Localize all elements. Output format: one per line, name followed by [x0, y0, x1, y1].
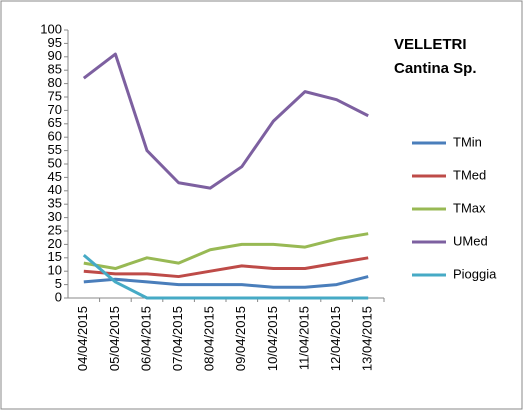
- x-tick-label: 12/04/2015: [328, 306, 343, 371]
- y-tick-label: 55: [48, 142, 62, 157]
- y-tick-label: 60: [48, 129, 62, 144]
- legend-label: TMin: [453, 134, 482, 149]
- legend-label: UMed: [453, 233, 488, 248]
- x-tick-label: 07/04/2015: [170, 306, 185, 371]
- x-tick-label: 06/04/2015: [138, 306, 153, 371]
- y-tick-label: 25: [48, 222, 62, 237]
- series-line: [83, 256, 369, 279]
- y-tick-label: 75: [48, 88, 62, 103]
- y-tick-label: 85: [48, 62, 62, 77]
- chart-subtitle: Cantina Sp.: [394, 60, 477, 77]
- x-tick-label: 11/04/2015: [296, 306, 311, 370]
- y-tick-label: 30: [48, 209, 62, 224]
- y-tick-label: 20: [48, 236, 62, 251]
- series-line: [82, 253, 369, 300]
- legend-label: Pioggia: [453, 266, 497, 281]
- legend-label: TMed: [453, 167, 486, 182]
- y-tick-label: 15: [48, 249, 62, 264]
- chart-title: VELLETRI: [394, 36, 467, 53]
- y-tick-label: 0: [55, 289, 62, 304]
- series-line: [82, 52, 369, 190]
- x-tick-label: 05/04/2015: [107, 306, 122, 371]
- series-line: [83, 232, 369, 271]
- legend-label: TMax: [453, 200, 486, 215]
- y-tick-label: 45: [48, 169, 62, 184]
- y-tick-label: 10: [48, 263, 62, 278]
- x-tick-label: 04/04/2015: [75, 306, 90, 371]
- y-tick-label: 95: [48, 35, 62, 50]
- x-tick-label: 08/04/2015: [202, 306, 217, 371]
- y-tick-label: 70: [48, 102, 62, 117]
- series-line: [83, 275, 369, 289]
- y-tick-label: 35: [48, 196, 62, 211]
- y-tick-label: 100: [40, 21, 62, 36]
- y-tick-label: 5: [55, 276, 62, 291]
- x-tick-label: 10/04/2015: [265, 306, 280, 371]
- y-tick-label: 90: [48, 48, 62, 63]
- x-tick-label: 09/04/2015: [233, 306, 248, 371]
- x-tick-label: 13/04/2015: [360, 306, 375, 371]
- y-tick-label: 40: [48, 182, 62, 197]
- y-tick-label: 65: [48, 115, 62, 130]
- y-tick-label: 80: [48, 75, 62, 90]
- y-tick-label: 50: [48, 155, 62, 170]
